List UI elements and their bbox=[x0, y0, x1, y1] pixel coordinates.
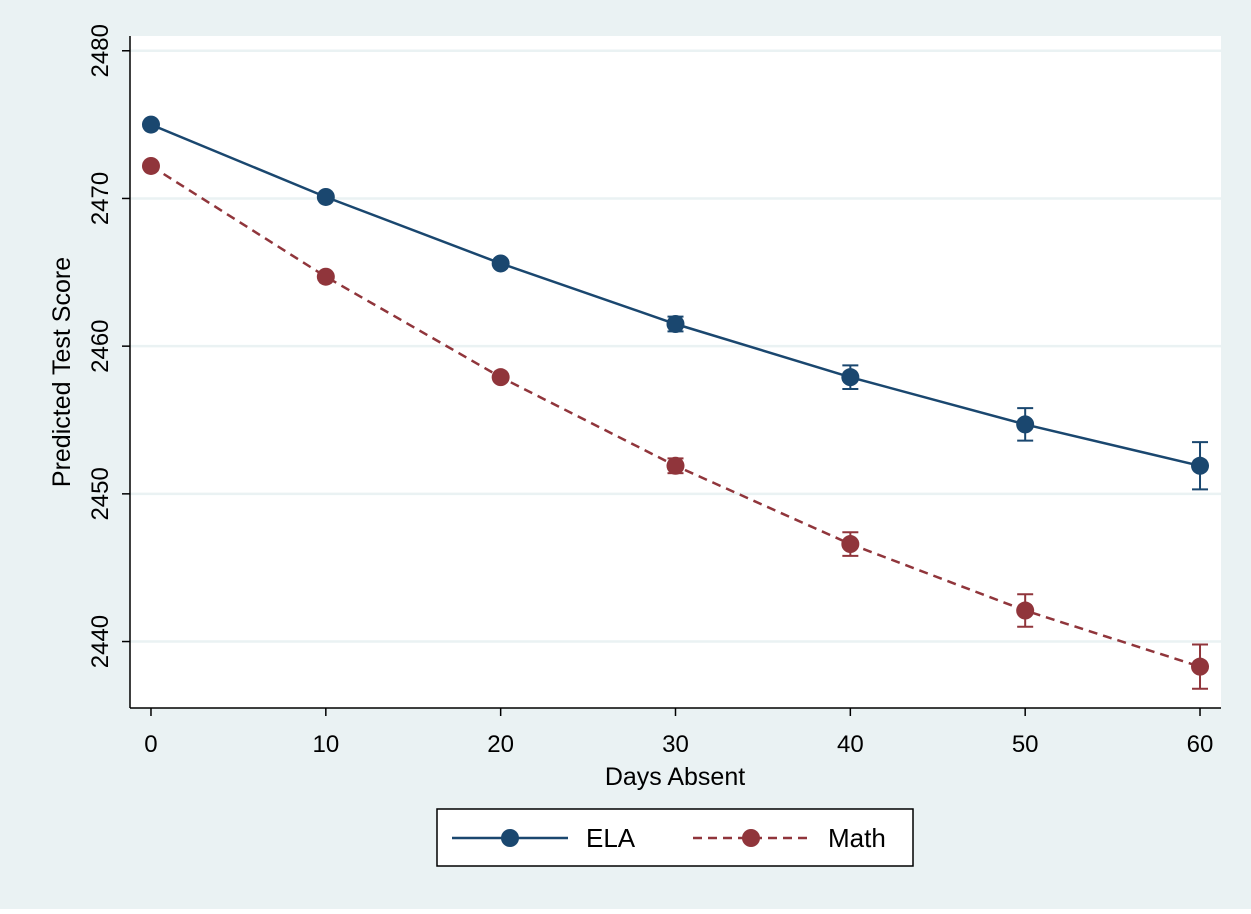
x-tick-label: 60 bbox=[1187, 731, 1214, 758]
data-point-ela bbox=[316, 187, 335, 206]
ticks: 2440 2450 2460 2470 2480 0 10 20 30 40 50 60 bbox=[87, 24, 1213, 758]
data-point-math bbox=[1191, 657, 1210, 676]
x-tick-label: 30 bbox=[662, 731, 689, 758]
y-axis-title: Predicted Test Score bbox=[48, 257, 76, 487]
legend-math-label: Math bbox=[828, 823, 886, 853]
data-point-ela bbox=[141, 115, 160, 134]
data-point-math bbox=[491, 368, 510, 387]
y-tick-label: 2480 bbox=[87, 24, 114, 77]
series-ela bbox=[141, 115, 1210, 491]
data-point-math bbox=[141, 156, 160, 175]
data-point-ela bbox=[1191, 456, 1210, 475]
y-tick-label: 2470 bbox=[87, 172, 114, 225]
y-tick-label: 2450 bbox=[87, 467, 114, 520]
data-point-math bbox=[1016, 601, 1035, 620]
x-axis-title: Days Absent bbox=[605, 763, 745, 791]
series-math bbox=[141, 156, 1210, 690]
data-point-ela bbox=[666, 315, 685, 333]
data-point-ela bbox=[1016, 415, 1035, 434]
data-point-ela bbox=[491, 254, 510, 273]
x-tick-label: 40 bbox=[837, 731, 864, 758]
data-point-ela bbox=[841, 368, 860, 387]
legend-ela-label: ELA bbox=[586, 823, 636, 853]
x-tick-label: 0 bbox=[144, 731, 157, 758]
gridlines bbox=[130, 49, 1221, 643]
x-tick-label: 10 bbox=[312, 731, 339, 758]
data-point-math bbox=[841, 535, 860, 554]
legend: ELA Math bbox=[436, 808, 914, 867]
x-tick-label: 50 bbox=[1012, 731, 1039, 758]
data-point-math bbox=[666, 456, 685, 475]
y-tick-label: 2440 bbox=[87, 615, 114, 668]
series bbox=[141, 115, 1210, 690]
legend-math-marker bbox=[742, 829, 760, 847]
x-tick-label: 20 bbox=[487, 731, 514, 758]
plot-area bbox=[130, 36, 1221, 708]
legend-ela-marker bbox=[501, 829, 519, 847]
y-tick-label: 2460 bbox=[87, 319, 114, 372]
data-point-math bbox=[316, 267, 335, 286]
